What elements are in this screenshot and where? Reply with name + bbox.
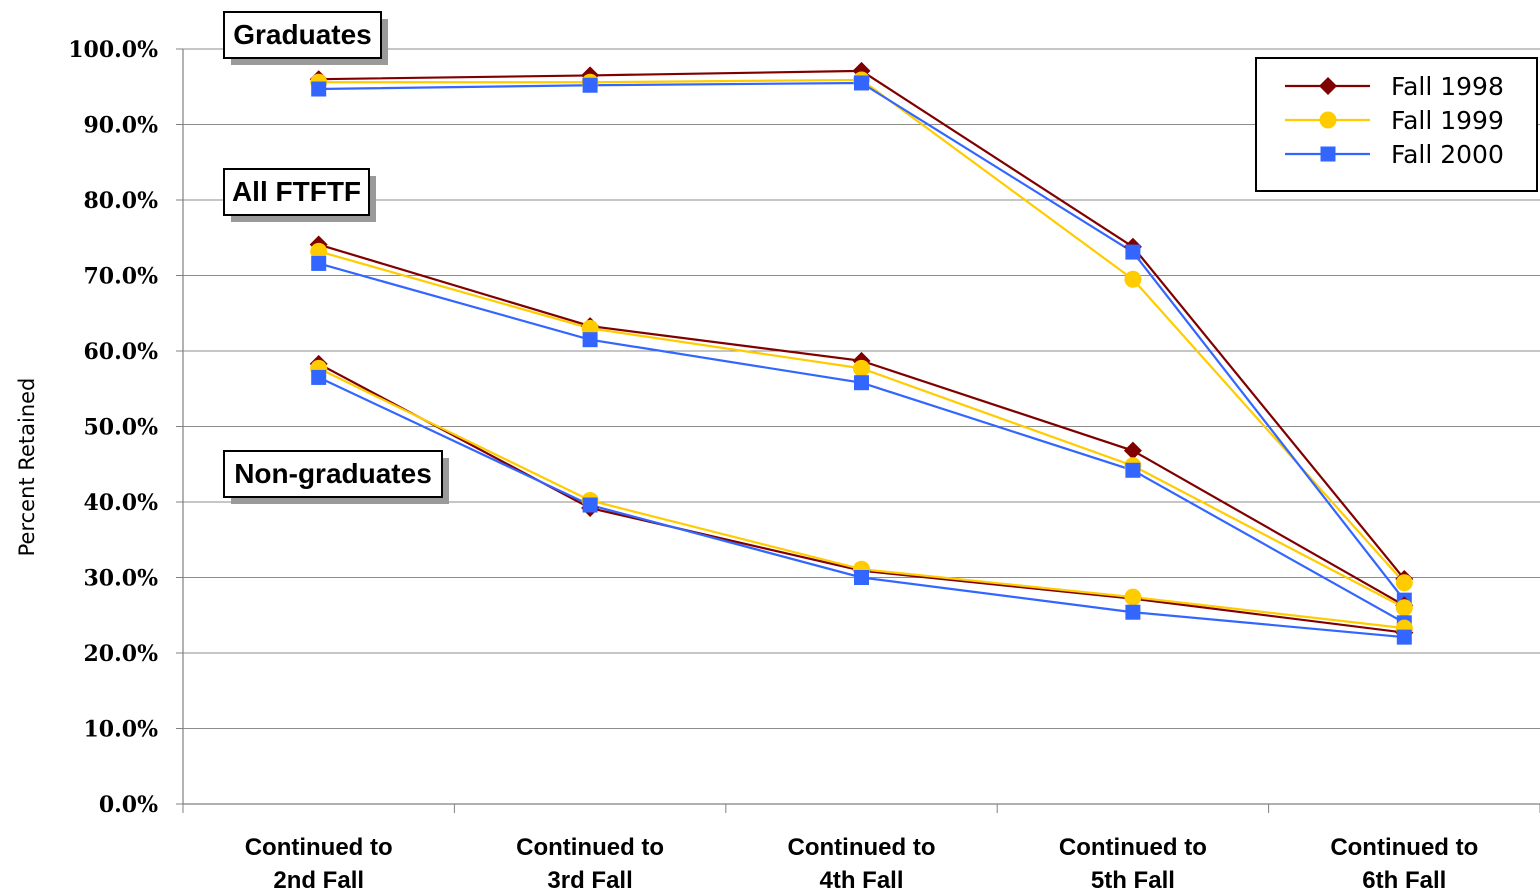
annotation-1: All FTFTF (223, 168, 376, 222)
data-point-fall-2000 (854, 375, 869, 391)
data-point-fall-2000 (1396, 629, 1412, 645)
y-tick-labels: 0.0% 10.0% 20.0% 30.0% 40.0% 50.0% 60.0% 70.0% 8… (68, 37, 158, 818)
data-point-fall-1999 (853, 359, 870, 377)
x-tick-labels: Continued to 2nd Fall Continued to 3rd Fall… (245, 834, 1479, 894)
data-point-fall-2000 (1125, 604, 1141, 620)
data-point-fall-1998 (1123, 441, 1142, 460)
data-point-fall-1999 (1395, 574, 1413, 592)
legend-entry-label: Fall 1999 (1391, 106, 1504, 135)
legend-marker (1319, 111, 1337, 129)
y-tick-label: 40.0% (84, 490, 159, 516)
series-line-fall-1999 (318, 250, 1405, 609)
legend-marker (1319, 77, 1337, 95)
annotation-label: All FTFTF (232, 176, 361, 207)
data-point-fall-2000 (854, 75, 869, 91)
data-point-fall-1999 (1124, 270, 1142, 288)
data-point-fall-2000 (1125, 244, 1141, 260)
x-tick-label: Continued to 4th Fall (788, 834, 936, 894)
legend-entry-label: Fall 2000 (1391, 140, 1504, 169)
y-tick-label: 30.0% (84, 566, 159, 592)
data-point-fall-2000 (311, 255, 327, 271)
annotation-0: Graduates (223, 11, 388, 65)
y-tick-label: 60.0% (84, 339, 159, 365)
axes (176, 48, 1540, 813)
series-line-fall-2000 (318, 376, 1405, 639)
y-axis-label: Percent Retained (15, 378, 39, 557)
series-markers (309, 61, 1414, 645)
annotation-box (223, 11, 382, 59)
data-point-fall-1999 (1124, 588, 1142, 606)
x-tick-label: Continued to 2nd Fall (245, 834, 393, 894)
annotation-box (223, 450, 443, 498)
data-point-fall-2000 (311, 369, 327, 385)
x-tick-label: Continued to 5th Fall (1059, 834, 1207, 894)
data-point-fall-2000 (582, 77, 598, 93)
legend-box (1255, 57, 1538, 192)
y-tick-label: 10.0% (84, 717, 159, 743)
annotation-label: Graduates (233, 19, 372, 50)
x-tick-label: Continued to 6th Fall (1330, 834, 1478, 894)
data-point-fall-2000 (1125, 462, 1141, 478)
y-tick-label: 80.0% (84, 188, 159, 214)
data-point-fall-1999 (310, 242, 328, 260)
y-tick-label: 0.0% (99, 792, 158, 818)
y-tick-label: 70.0% (84, 264, 159, 290)
legend: Fall 1998 Fall 1999 Fall 2000 (1255, 57, 1538, 192)
legend-entry-label: Fall 1998 (1391, 72, 1504, 101)
x-tick-label: Continued to 3rd Fall (516, 834, 664, 894)
y-tick-label: 20.0% (84, 641, 159, 667)
annotation-box (223, 168, 370, 216)
data-point-fall-1999 (1395, 599, 1413, 617)
series-line-fall-1999 (318, 367, 1405, 630)
legend-marker (1320, 146, 1336, 162)
data-point-fall-2000 (582, 497, 598, 513)
y-tick-label: 90.0% (84, 113, 159, 139)
y-tick-label: 50.0% (84, 415, 159, 441)
y-tick-label: 100.0% (68, 37, 158, 63)
group-annotations: Graduates All FTFTF Non-graduates (223, 11, 449, 504)
series-line-fall-1998 (318, 69, 1406, 580)
data-point-fall-2000 (854, 570, 869, 585)
data-point-fall-2000 (311, 81, 327, 97)
series-line-fall-1999 (318, 78, 1406, 584)
annotation-2: Non-graduates (223, 450, 449, 504)
data-point-fall-2000 (582, 332, 598, 348)
series-line-fall-1998 (318, 362, 1405, 634)
annotation-label: Non-graduates (234, 458, 432, 489)
